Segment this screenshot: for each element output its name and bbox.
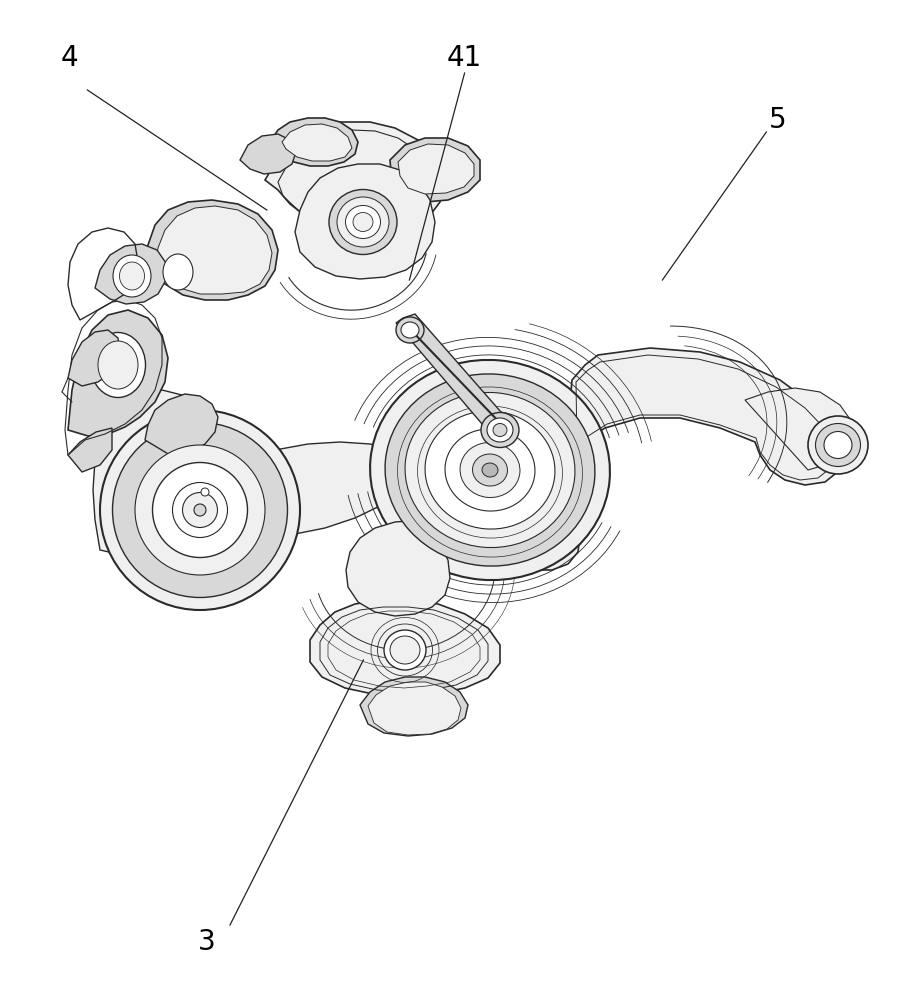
Polygon shape <box>310 600 499 696</box>
Ellipse shape <box>493 424 506 436</box>
Ellipse shape <box>353 213 372 232</box>
Polygon shape <box>390 138 480 202</box>
Ellipse shape <box>182 492 217 528</box>
Polygon shape <box>744 388 851 470</box>
Ellipse shape <box>823 432 851 458</box>
Polygon shape <box>265 122 441 233</box>
Polygon shape <box>269 118 357 166</box>
Ellipse shape <box>395 317 424 343</box>
Ellipse shape <box>90 332 145 397</box>
Polygon shape <box>145 394 218 455</box>
Text: 41: 41 <box>447 44 482 72</box>
Ellipse shape <box>112 422 288 597</box>
Ellipse shape <box>98 341 138 389</box>
Polygon shape <box>368 682 460 735</box>
Polygon shape <box>359 677 468 736</box>
Polygon shape <box>95 244 165 304</box>
Ellipse shape <box>100 410 300 610</box>
Ellipse shape <box>119 262 144 290</box>
Polygon shape <box>240 134 296 174</box>
Polygon shape <box>346 520 449 616</box>
Ellipse shape <box>401 322 418 338</box>
Text: 5: 5 <box>767 106 786 134</box>
Polygon shape <box>165 442 407 536</box>
Ellipse shape <box>472 454 507 486</box>
Ellipse shape <box>369 360 609 580</box>
Ellipse shape <box>445 429 534 511</box>
Text: 3: 3 <box>198 928 216 956</box>
Ellipse shape <box>404 392 574 548</box>
Ellipse shape <box>482 463 497 477</box>
Text: 4: 4 <box>60 44 78 72</box>
Polygon shape <box>93 390 215 562</box>
Ellipse shape <box>814 424 859 466</box>
Ellipse shape <box>135 445 265 575</box>
Ellipse shape <box>194 504 206 516</box>
Ellipse shape <box>163 254 193 290</box>
Ellipse shape <box>807 416 867 474</box>
Polygon shape <box>282 124 352 161</box>
Polygon shape <box>145 200 278 300</box>
Polygon shape <box>68 310 168 436</box>
Polygon shape <box>154 206 272 294</box>
Ellipse shape <box>336 197 389 247</box>
Polygon shape <box>395 314 515 438</box>
Ellipse shape <box>460 442 519 498</box>
Ellipse shape <box>346 206 380 239</box>
Ellipse shape <box>173 483 227 538</box>
Ellipse shape <box>486 418 513 442</box>
Ellipse shape <box>425 411 554 529</box>
Polygon shape <box>509 348 844 570</box>
Ellipse shape <box>481 412 518 448</box>
Polygon shape <box>68 330 119 386</box>
Ellipse shape <box>383 630 425 670</box>
Ellipse shape <box>390 636 420 664</box>
Ellipse shape <box>329 190 397 255</box>
Polygon shape <box>398 144 473 194</box>
Ellipse shape <box>153 462 247 558</box>
Ellipse shape <box>385 374 595 566</box>
Ellipse shape <box>200 488 209 496</box>
Polygon shape <box>68 428 112 472</box>
Ellipse shape <box>113 255 151 297</box>
Polygon shape <box>295 164 435 279</box>
